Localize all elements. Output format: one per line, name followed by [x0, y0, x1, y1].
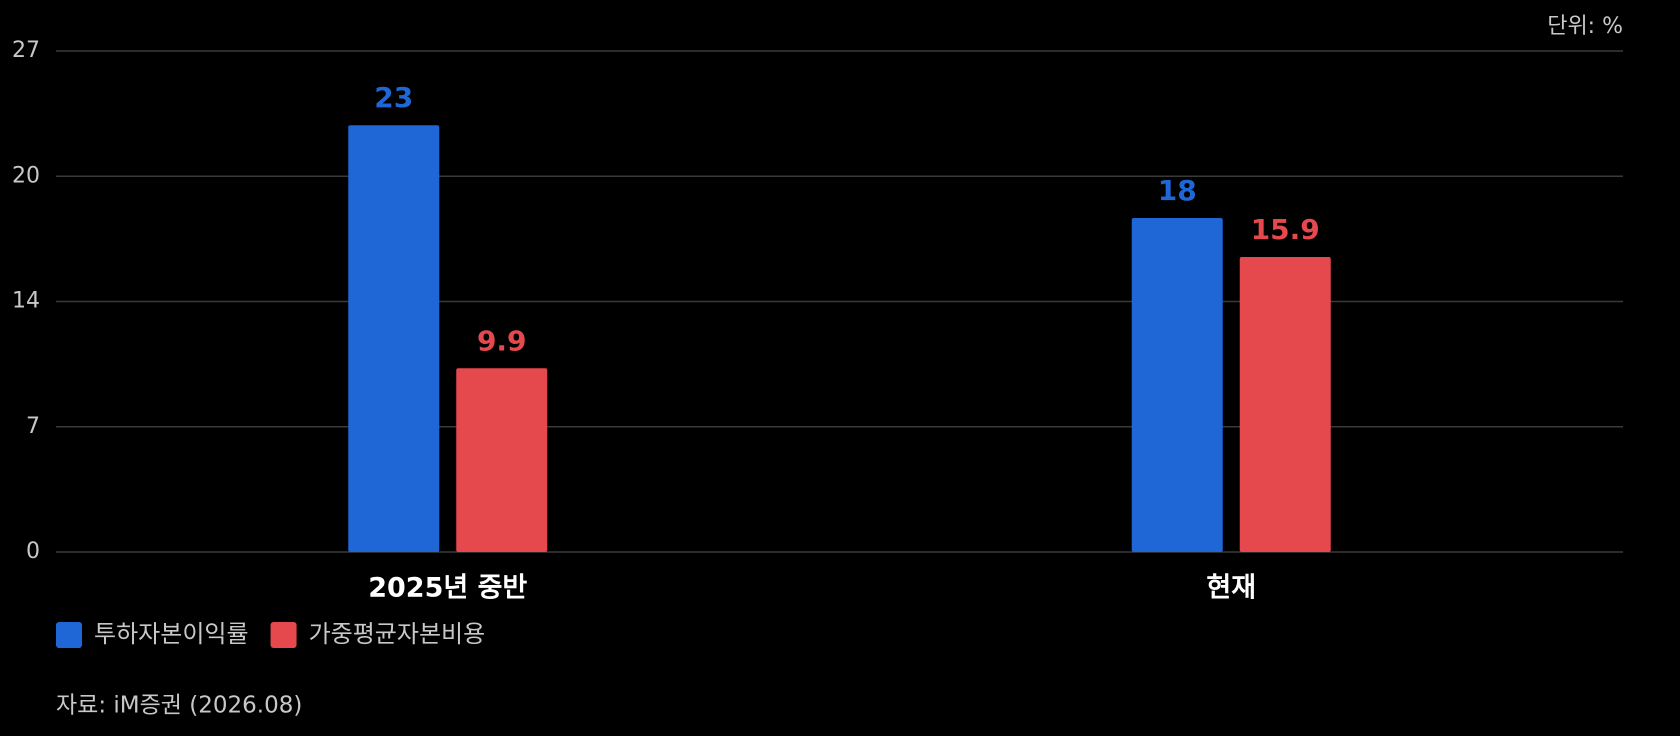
- x-tick-label: 2025년 중반: [368, 573, 527, 604]
- bar: [348, 125, 440, 552]
- bar: [456, 368, 548, 552]
- value-label: 23: [374, 81, 413, 114]
- value-label: 15.9: [1251, 213, 1320, 246]
- value-label: 18: [1158, 174, 1197, 207]
- y-tick-label: 14: [12, 289, 40, 314]
- source-note: 자료: iM증권 (2026.08): [56, 693, 302, 719]
- y-tick-label: 20: [12, 163, 40, 188]
- legend-swatch: [270, 622, 297, 648]
- legend-label: 가중평균자본비용: [309, 620, 486, 648]
- bar: [1131, 218, 1223, 552]
- legend-label: 투하자본이익률: [94, 620, 249, 648]
- y-tick-label: 27: [12, 38, 40, 63]
- value-label: 9.9: [477, 324, 527, 357]
- x-tick-label: 현재: [1206, 573, 1256, 604]
- bar: [1239, 256, 1331, 552]
- y-tick-label: 7: [26, 414, 40, 439]
- legend-swatch: [56, 622, 82, 648]
- y-tick-label: 0: [26, 539, 40, 564]
- unit-label: 단위: %: [1547, 14, 1623, 39]
